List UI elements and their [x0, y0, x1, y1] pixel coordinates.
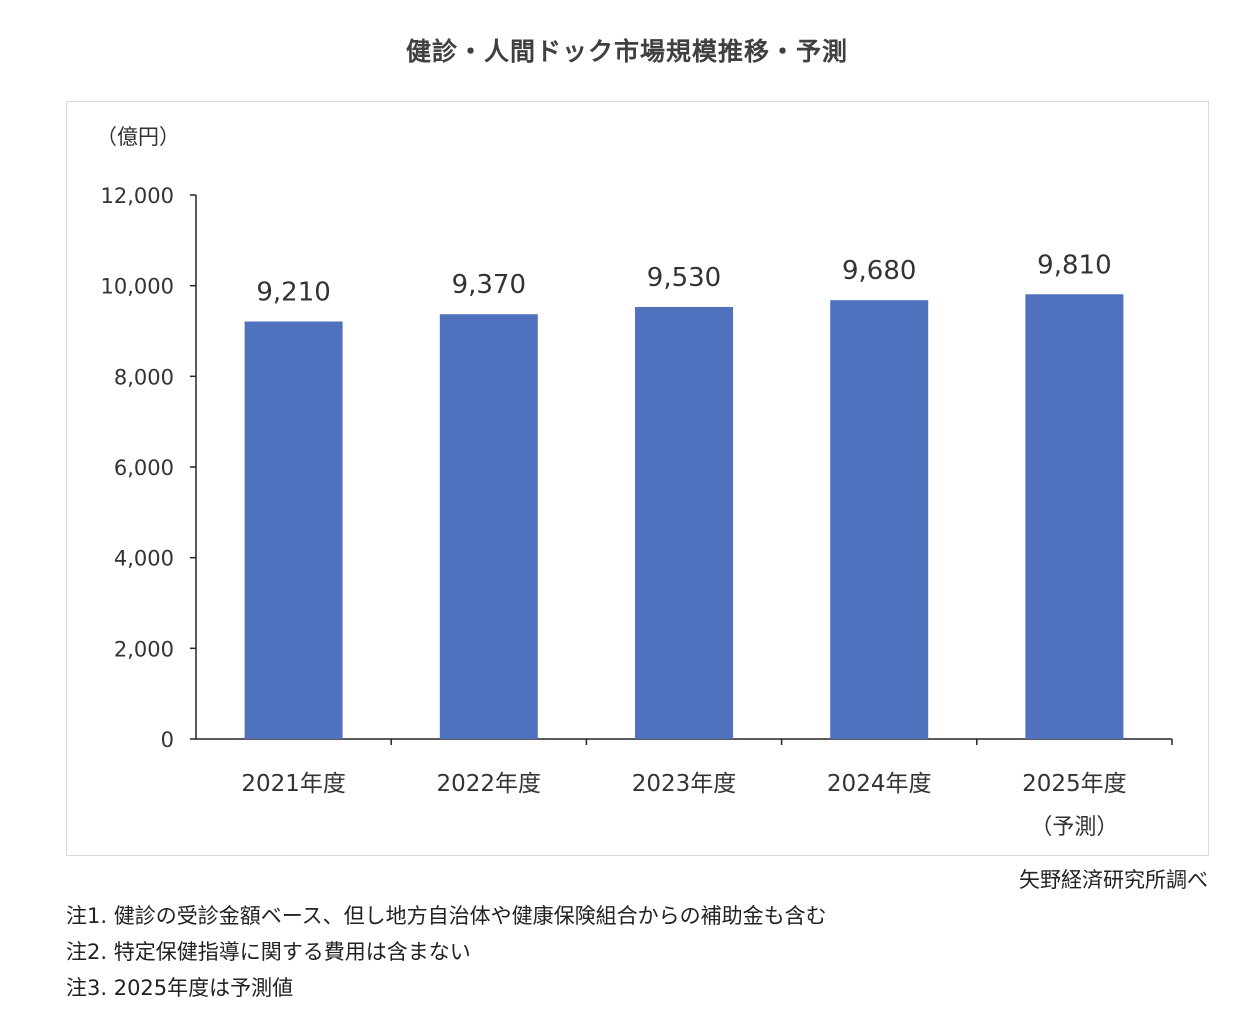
- y-tick-label: 4,000: [114, 547, 174, 571]
- y-tick-label: 12,000: [101, 184, 174, 208]
- bar-4: [830, 300, 929, 739]
- bar-2: [439, 314, 538, 739]
- y-tick-label: 8,000: [114, 365, 174, 389]
- value-label-1: 9,210: [256, 277, 330, 307]
- note-3: 注3. 2025年度は予測値: [66, 976, 294, 1000]
- chart-title: 健診・人間ドック市場規模推移・予測: [405, 37, 848, 66]
- bar-3: [635, 306, 733, 739]
- note-1: 注1. 健診の受診金額ベース、但し地方自治体や健康保険組合からの補助金も含む: [66, 904, 827, 928]
- category-label-2: 2022年度: [437, 771, 542, 797]
- value-label-2: 9,370: [452, 270, 526, 300]
- value-label-3: 9,530: [647, 263, 721, 293]
- bar-5: [1025, 294, 1124, 739]
- category-label-1: 2021年度: [241, 771, 346, 797]
- category-label-5: 2025年度: [1022, 771, 1127, 797]
- label-layer: 9,210 2021年度 9,370 2022年度 9,530 2023年度 9,680 20…: [241, 250, 1126, 840]
- category-label-4: 2024年度: [827, 771, 932, 797]
- y-axis-unit-label: （億円）: [96, 125, 180, 149]
- value-label-5: 9,810: [1037, 250, 1111, 280]
- y-tick-label: 6,000: [114, 456, 174, 480]
- note-2: 注2. 特定保健指導に関する費用は含まない: [66, 940, 471, 964]
- axis-layer: 0 2,000 4,000 6,000 8,000 10,000 12,000: [101, 184, 1173, 752]
- source-credit: 矢野経済研究所調べ: [1019, 868, 1208, 892]
- y-tick-label: 0: [161, 728, 174, 752]
- value-label-4: 9,680: [842, 256, 916, 286]
- notes: 注1. 健診の受診金額ベース、但し地方自治体や健康保険組合からの補助金も含む 注…: [66, 898, 827, 1006]
- bar-1: [244, 321, 343, 739]
- y-tick-label: 10,000: [101, 275, 174, 299]
- category-label-3: 2023年度: [632, 771, 737, 797]
- y-tick-label: 2,000: [114, 637, 174, 661]
- category-sublabel-5: （予測）: [1030, 815, 1118, 840]
- bar-layer: [244, 294, 1124, 739]
